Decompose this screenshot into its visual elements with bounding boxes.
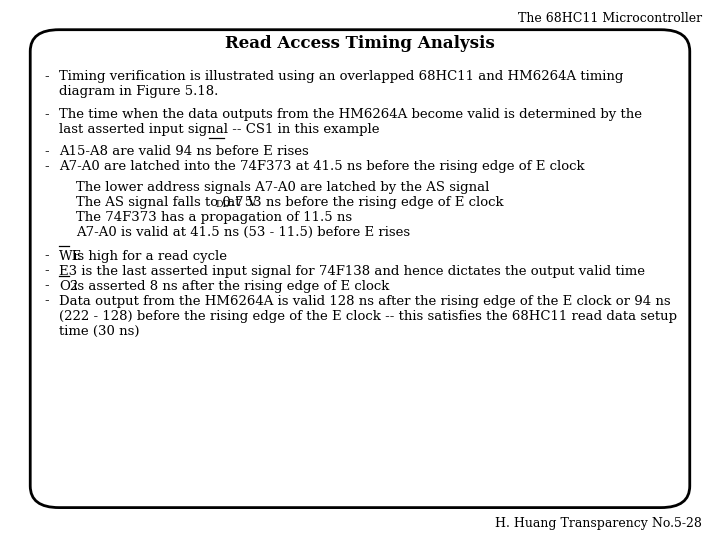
Text: -: - <box>45 160 49 173</box>
Text: E3 is the last asserted input signal for 74F138 and hence dictates the output va: E3 is the last asserted input signal for… <box>59 265 645 278</box>
Text: H. Huang Transparency No.5-28: H. Huang Transparency No.5-28 <box>495 517 702 530</box>
Text: diagram in Figure 5.18.: diagram in Figure 5.18. <box>59 85 218 98</box>
Text: -: - <box>45 280 49 293</box>
Text: -: - <box>45 70 49 83</box>
Text: A7-A0 is valid at 41.5 ns (53 - 11.5) before E rises: A7-A0 is valid at 41.5 ns (53 - 11.5) be… <box>76 226 410 239</box>
Text: The lower address signals A7-A0 are latched by the AS signal: The lower address signals A7-A0 are latc… <box>76 180 489 194</box>
Text: Data output from the HM6264A is valid 128 ns after the rising edge of the E cloc: Data output from the HM6264A is valid 12… <box>59 295 670 308</box>
Text: The 74F373 has a propagation of 11.5 ns: The 74F373 has a propagation of 11.5 ns <box>76 211 352 224</box>
Text: O2: O2 <box>59 280 78 293</box>
Text: The 68HC11 Microcontroller: The 68HC11 Microcontroller <box>518 12 702 25</box>
Text: The time when the data outputs from the HM6264A become valid is determined by th: The time when the data outputs from the … <box>59 107 642 121</box>
FancyBboxPatch shape <box>30 30 690 508</box>
Text: -: - <box>45 107 49 121</box>
Text: Timing verification is illustrated using an overlapped 68HC11 and HM6264A timing: Timing verification is illustrated using… <box>59 70 624 83</box>
Text: is asserted 8 ns after the rising edge of E clock: is asserted 8 ns after the rising edge o… <box>69 280 390 293</box>
Text: WE: WE <box>59 249 82 262</box>
Text: -: - <box>45 249 49 262</box>
Text: is high for a read cycle: is high for a read cycle <box>69 249 227 262</box>
Text: DD: DD <box>215 200 230 209</box>
Text: at 53 ns before the rising edge of E clock: at 53 ns before the rising edge of E clo… <box>222 195 503 208</box>
Text: Read Access Timing Analysis: Read Access Timing Analysis <box>225 35 495 52</box>
Text: A7-A0 are latched into the 74F373 at 41.5 ns before the rising edge of E clock: A7-A0 are latched into the 74F373 at 41.… <box>59 160 585 173</box>
Text: time (30 ns): time (30 ns) <box>59 325 140 338</box>
Text: The AS signal falls to 0.7 V: The AS signal falls to 0.7 V <box>76 195 257 208</box>
Text: (222 - 128) before the rising edge of the E clock -- this satisfies the 68HC11 r: (222 - 128) before the rising edge of th… <box>59 309 677 322</box>
Text: A15-A8 are valid 94 ns before E rises: A15-A8 are valid 94 ns before E rises <box>59 145 309 158</box>
Text: -: - <box>45 145 49 158</box>
Text: last asserted input signal -- CS1 in this example: last asserted input signal -- CS1 in thi… <box>59 123 379 136</box>
Text: -: - <box>45 295 49 308</box>
Text: -: - <box>45 265 49 278</box>
